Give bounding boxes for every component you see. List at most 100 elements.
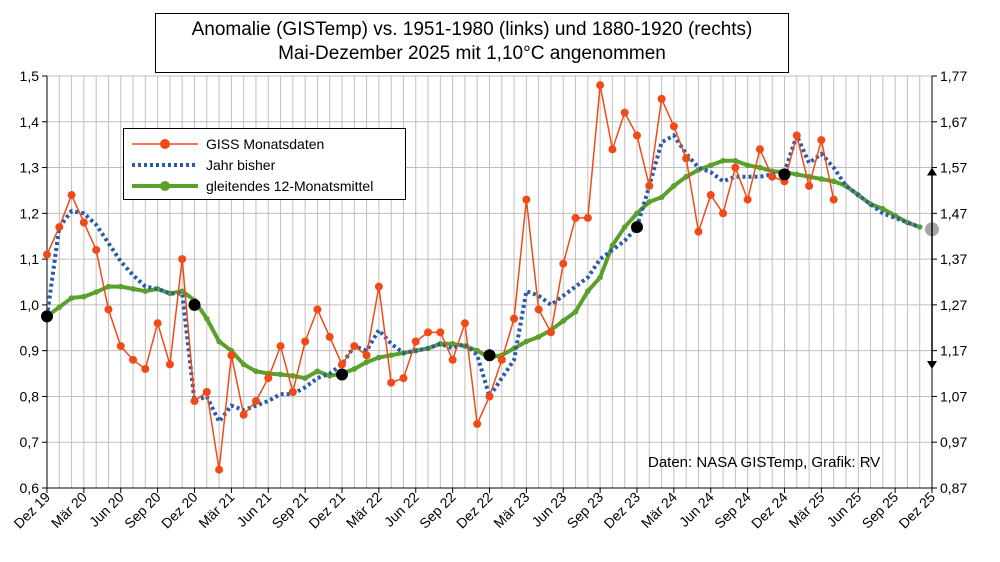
- y-tick-label-right: 1,67: [940, 114, 967, 130]
- legend-item-monthly: GISS Monatsdaten: [124, 133, 405, 155]
- monthly-point: [411, 337, 420, 346]
- monthly-point: [43, 250, 51, 259]
- monthly-point: [571, 213, 580, 222]
- monthly-point: [116, 342, 125, 351]
- legend-symbol-monthly: [132, 139, 198, 149]
- mean12-point: [142, 288, 149, 294]
- mean12-point: [535, 334, 542, 340]
- monthly-point: [768, 172, 777, 181]
- mean12-point: [203, 315, 210, 322]
- monthly-point: [559, 259, 568, 268]
- monthly-point: [436, 328, 445, 337]
- monthly-point: [448, 355, 457, 364]
- x-tick-label: Mär 22: [343, 489, 385, 531]
- monthly-point: [362, 351, 371, 360]
- range-arrow-head-down: [927, 360, 937, 369]
- monthly-point: [633, 131, 641, 140]
- monthly-point: [583, 213, 592, 222]
- x-tick-label: Mär 24: [638, 489, 680, 531]
- y-tick-label-left: 1,4: [20, 114, 40, 130]
- monthly-point: [731, 163, 740, 172]
- monthly-point: [153, 319, 162, 328]
- mean12-point: [351, 366, 358, 372]
- legend-item-ytd: Jahr bisher: [124, 154, 405, 176]
- x-tick-label: Mär 21: [195, 489, 237, 531]
- monthly-point: [55, 223, 64, 232]
- mean12-point: [81, 293, 87, 300]
- chart-title-box: Anomalie (GISTemp) vs. 1951-1980 (links)…: [155, 13, 789, 73]
- mean12-point: [105, 283, 112, 290]
- december-marker: [631, 221, 643, 234]
- december-marker: [483, 349, 496, 362]
- mean12-point: [253, 368, 259, 375]
- y-tick-label-right: 0,97: [940, 434, 967, 450]
- monthly-point: [620, 108, 629, 117]
- monthly-point: [387, 378, 396, 387]
- chart-subtitle: Mai-Dezember 2025 mit 1,10°C angenommen: [278, 43, 666, 64]
- y-tick-label-right: 1,47: [940, 205, 967, 221]
- monthly-point: [755, 145, 764, 154]
- mean12-point: [757, 164, 763, 171]
- mean12-point: [117, 283, 124, 290]
- range-arrow-head-up: [927, 167, 937, 176]
- y-tick-label-left: 1,5: [20, 68, 40, 84]
- mean12-point: [388, 352, 394, 359]
- y-tick-label-left: 0,9: [20, 343, 40, 359]
- x-tick-label: Dez 21: [305, 489, 348, 532]
- monthly-point: [645, 181, 654, 190]
- y-tick-label-right: 1,57: [940, 160, 967, 176]
- mean12-point: [93, 289, 99, 295]
- monthly-point: [276, 342, 285, 351]
- y-tick-label-left: 0,6: [20, 480, 40, 496]
- mean12-point: [658, 194, 665, 201]
- mean12-point: [646, 199, 653, 205]
- monthly-point: [694, 227, 703, 236]
- monthly-point: [399, 374, 408, 383]
- mean12-point: [793, 171, 800, 178]
- mean12-point: [572, 308, 579, 315]
- y-tick-label-right: 1,17: [940, 343, 967, 359]
- legend: GISS Monatsdaten Jahr bisher gleitendes …: [123, 128, 406, 200]
- y-tick-label-left: 1,0: [20, 297, 40, 313]
- x-tick-label: Mär 25: [785, 489, 827, 531]
- x-tick-label: Sep 21: [269, 489, 312, 532]
- mean12-point: [880, 205, 886, 212]
- monthly-point: [301, 337, 310, 346]
- monthly-point: [92, 245, 101, 254]
- monthly-point: [792, 131, 801, 140]
- x-tick-label: Sep 23: [564, 489, 607, 532]
- monthly-point: [104, 305, 113, 314]
- mean12-point: [720, 157, 726, 164]
- legend-label-ytd: Jahr bisher: [206, 157, 276, 173]
- x-tick-label: Dez 22: [453, 489, 496, 532]
- x-tick-label: Sep 22: [416, 489, 459, 532]
- monthly-point: [497, 355, 506, 364]
- monthly-point: [534, 305, 543, 314]
- y-tick-label-right: 1,07: [940, 388, 967, 404]
- mean12-point: [830, 178, 837, 185]
- monthly-point: [424, 328, 433, 337]
- monthly-point: [522, 195, 531, 204]
- monthly-point: [215, 465, 224, 474]
- monthly-point: [596, 81, 605, 90]
- mean12-point: [744, 162, 751, 169]
- x-tick-label: Mär 23: [490, 489, 532, 531]
- monthly-point: [141, 364, 150, 373]
- mean12-point: [609, 242, 616, 249]
- x-tick-label: Jun 23: [528, 489, 569, 530]
- y-tick-label-left: 1,1: [20, 251, 40, 267]
- mean12-point: [621, 224, 628, 230]
- monthly-point: [657, 94, 666, 103]
- monthly-point: [264, 374, 273, 383]
- legend-symbol-ytd: [132, 163, 198, 167]
- monthly-point: [374, 282, 383, 291]
- monthly-point: [350, 342, 359, 351]
- mean12-point: [277, 371, 284, 378]
- mean12-point: [302, 375, 308, 381]
- monthly-point: [239, 410, 248, 419]
- monthly-point: [682, 154, 691, 163]
- mean12-point: [597, 274, 603, 281]
- x-tick-label: Jun 22: [381, 489, 422, 530]
- december-marker: [188, 298, 201, 311]
